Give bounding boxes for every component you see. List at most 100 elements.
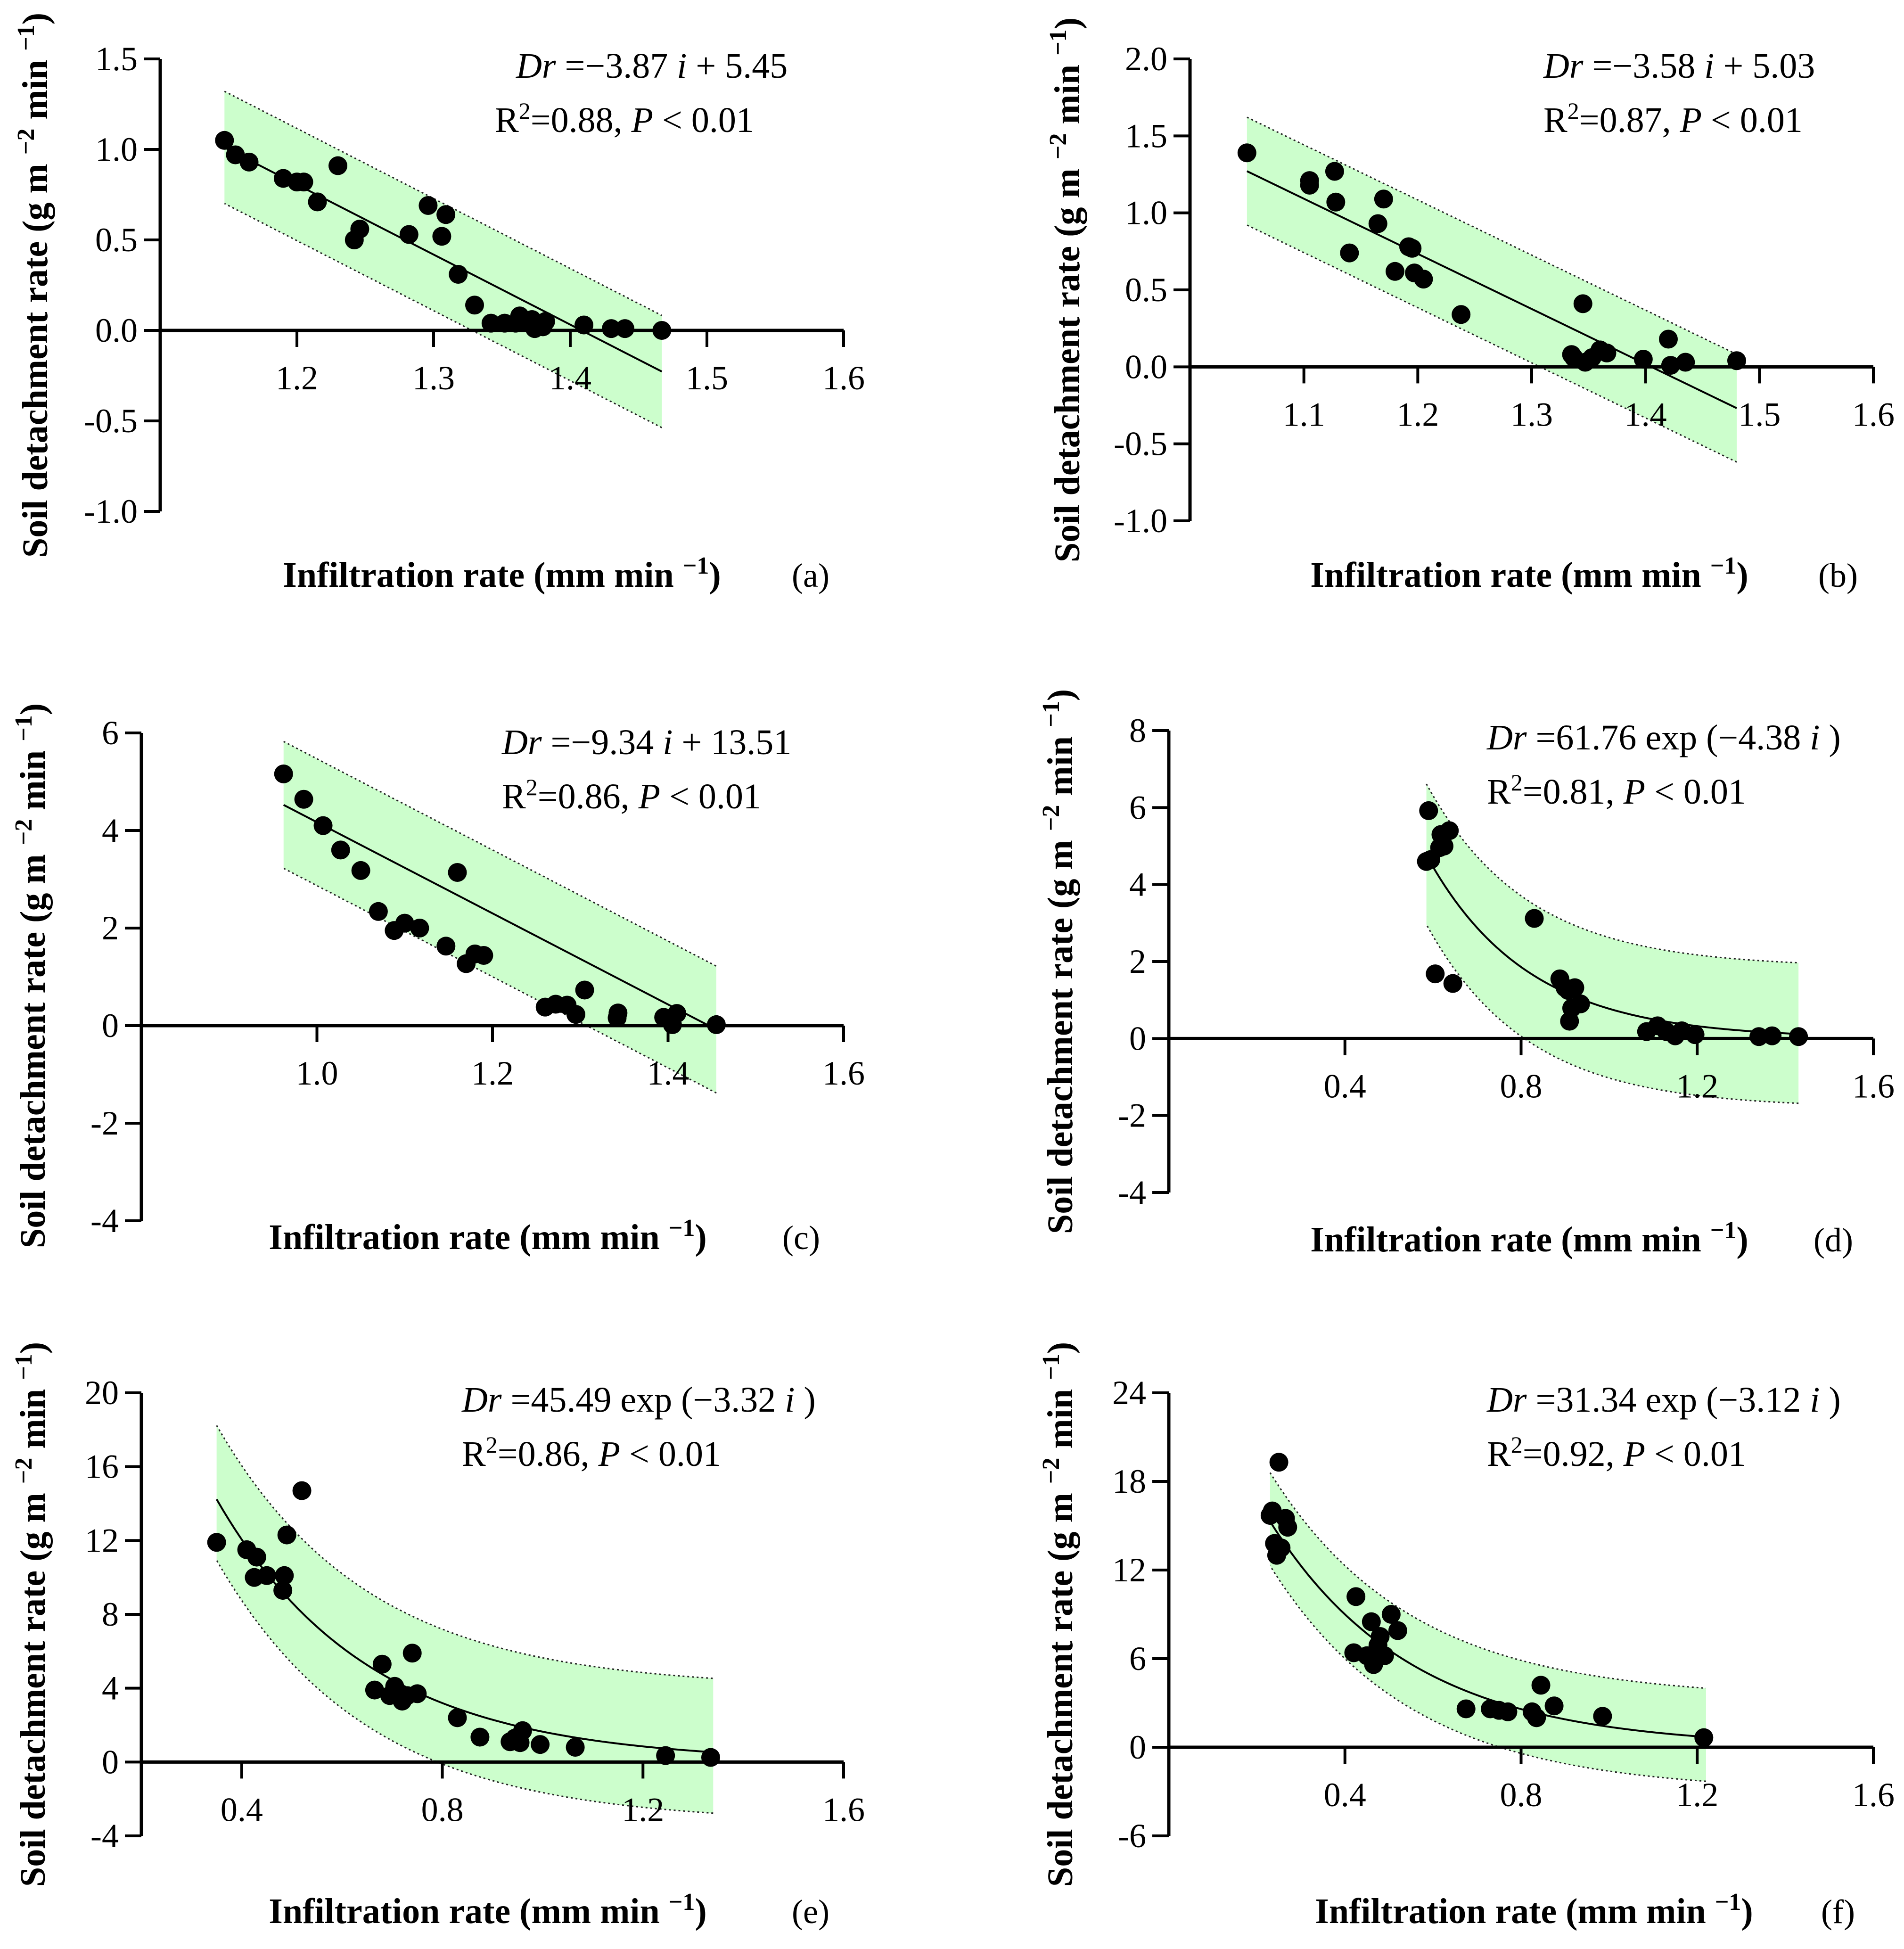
x-axis-title: Infiltration rate (mm min −1): [1310, 1217, 1748, 1260]
data-point: [1300, 171, 1319, 190]
y-tick-label: 6: [1129, 789, 1146, 826]
x-tick-label: 1.4: [1625, 395, 1667, 433]
data-point: [277, 1525, 296, 1545]
x-tick-label: 1.6: [822, 1054, 865, 1092]
prediction-band-upper: [1426, 783, 1799, 964]
y-tick-label: -6: [1118, 1817, 1146, 1855]
chart-panel-a: -1.0 -0.5 0.0 0.5 1.0 1.5 1.2 1.3 1.4 1.5 1.6 Dr =−…: [13, 13, 865, 595]
x-tick-label: 1.6: [1852, 395, 1895, 433]
y-tick-label: -0.5: [1114, 425, 1167, 463]
chart-panel-f: -6 0 6 12 18 24 0.4 0.8 1.2 1.6 Dr =31.34 exp (−3.…: [1038, 1342, 1895, 1931]
data-point: [1346, 1587, 1366, 1606]
x-axis-title: Infiltration rate (mm min −1): [1315, 1889, 1753, 1932]
data-point: [616, 319, 634, 338]
data-point: [294, 173, 313, 192]
x-axis-title: Infiltration rate (mm min −1): [283, 552, 721, 595]
prediction-band-lower: [1247, 224, 1737, 463]
data-point: [1763, 1026, 1782, 1045]
y-tick-label: 1.5: [95, 40, 138, 78]
y-tick-label: 2: [1129, 943, 1146, 980]
y-tick-label: 12: [85, 1521, 119, 1559]
prediction-band-lower: [216, 1560, 714, 1814]
panel-label: (b): [1818, 557, 1858, 594]
data-point: [1694, 1728, 1714, 1747]
x-tick-label: 1.4: [647, 1054, 689, 1092]
data-point: [1525, 909, 1544, 928]
x-tick-label: 1.5: [1738, 395, 1781, 433]
data-point: [706, 1015, 726, 1034]
fit-statistics: R2=0.86, P < 0.01: [462, 1431, 721, 1474]
data-point: [1440, 821, 1459, 840]
data-point: [1597, 343, 1617, 362]
data-point: [1388, 1621, 1407, 1640]
prediction-band-upper: [283, 740, 717, 967]
fit-equation: Dr =45.49 exp (−3.32 i ): [461, 1380, 816, 1420]
y-tick-label: -4: [90, 1817, 119, 1855]
data-point: [667, 1004, 687, 1023]
data-point: [351, 861, 370, 880]
data-point: [448, 863, 467, 882]
data-point: [1573, 294, 1592, 313]
prediction-band-lower: [224, 203, 662, 428]
data-point: [1565, 978, 1584, 997]
data-point: [1452, 305, 1471, 324]
x-tick-label: 1.6: [822, 359, 865, 397]
data-point: [1443, 974, 1462, 993]
y-tick-label: 0: [1129, 1020, 1146, 1057]
y-tick-label: 18: [1112, 1463, 1146, 1500]
x-tick-label: 1.2: [276, 359, 318, 397]
y-tick-label: 1.0: [95, 131, 138, 168]
data-point: [566, 1738, 585, 1757]
prediction-band-upper: [1247, 116, 1737, 355]
data-point: [399, 225, 419, 244]
x-tick-label: 0.4: [1324, 1776, 1366, 1814]
data-point: [294, 789, 313, 809]
x-axis-title: Infiltration rate (mm min −1): [269, 1215, 706, 1258]
prediction-band-lower: [1426, 924, 1799, 1104]
data-point: [1381, 1605, 1401, 1624]
x-axis-title: Infiltration rate (mm min −1): [269, 1889, 706, 1932]
data-point: [1426, 964, 1445, 984]
data-point: [566, 1005, 585, 1024]
data-point: [408, 1684, 427, 1703]
x-tick-label: 1.0: [296, 1054, 338, 1092]
data-point: [513, 1721, 532, 1740]
data-point: [436, 937, 456, 956]
y-tick-label: 4: [102, 812, 119, 849]
y-tick-label: 12: [1112, 1551, 1146, 1589]
x-tick-label: 1.3: [1510, 395, 1553, 433]
fit-equation: Dr =−9.34 i + 13.51: [501, 723, 791, 762]
data-point: [1386, 262, 1404, 281]
data-point: [292, 1481, 312, 1500]
data-point: [1727, 351, 1746, 370]
y-tick-label: 4: [1129, 866, 1146, 904]
data-point: [369, 902, 388, 921]
fit-equation: Dr =31.34 exp (−3.12 i ): [1486, 1380, 1841, 1420]
y-tick-label: -4: [90, 1202, 119, 1240]
data-point: [575, 980, 594, 1000]
fit-statistics: R2=0.86, P < 0.01: [502, 774, 761, 816]
y-tick-label: 6: [1129, 1640, 1146, 1678]
data-point: [465, 296, 484, 315]
data-point: [274, 764, 293, 783]
y-tick-label: -1.0: [1114, 502, 1167, 540]
data-point: [1593, 1707, 1612, 1726]
data-point: [1272, 1538, 1291, 1557]
y-axis-title: Soil detachment rate (g m −2 min −1): [10, 1342, 53, 1887]
data-point: [1278, 1518, 1297, 1537]
data-point: [402, 1644, 422, 1663]
y-tick-label: 16: [85, 1448, 119, 1486]
y-tick-label: 8: [102, 1595, 119, 1633]
data-point: [365, 1680, 384, 1700]
data-point: [1375, 1646, 1394, 1665]
data-point: [531, 1735, 550, 1754]
x-tick-label: 1.6: [822, 1791, 865, 1828]
x-tick-label: 1.2: [1676, 1776, 1718, 1814]
y-tick-label: 8: [1129, 712, 1146, 749]
data-point: [1661, 356, 1680, 375]
data-point: [331, 840, 350, 860]
x-tick-label: 0.8: [1500, 1776, 1543, 1814]
data-point: [410, 919, 429, 937]
data-point: [1368, 214, 1387, 233]
